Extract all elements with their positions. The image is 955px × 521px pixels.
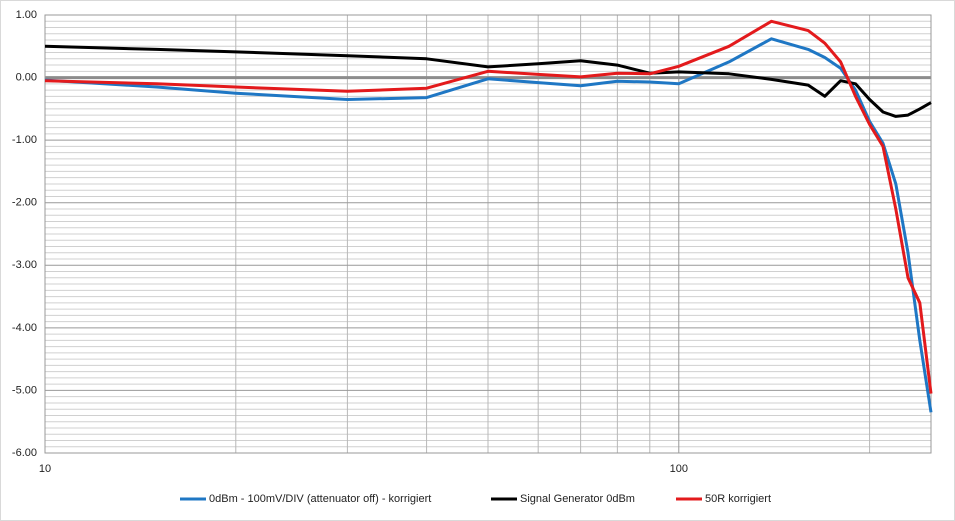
y-tick-label: -5.00 (12, 384, 37, 396)
y-tick-label: -2.00 (12, 197, 37, 209)
series-line (44, 44, 932, 118)
y-tick-label: 1.00 (16, 9, 37, 21)
y-tick-label: -3.00 (12, 259, 37, 271)
y-tick-label: -6.00 (12, 447, 37, 459)
series-line (44, 19, 933, 394)
legend-label: Signal Generator 0dBm (520, 493, 635, 505)
y-tick-label: 0.00 (16, 71, 37, 83)
plot-frame (44, 14, 932, 454)
y-tick-label: -1.00 (12, 134, 37, 146)
legend-label: 0dBm - 100mV/DIV (attenuator off) - korr… (209, 493, 431, 505)
legend-label: 50R korrigiert (705, 493, 771, 505)
y-tick-label: -4.00 (12, 322, 37, 334)
x-tick-label: 10 (39, 463, 51, 475)
series-line (44, 37, 933, 413)
x-tick-label: 100 (670, 463, 688, 475)
